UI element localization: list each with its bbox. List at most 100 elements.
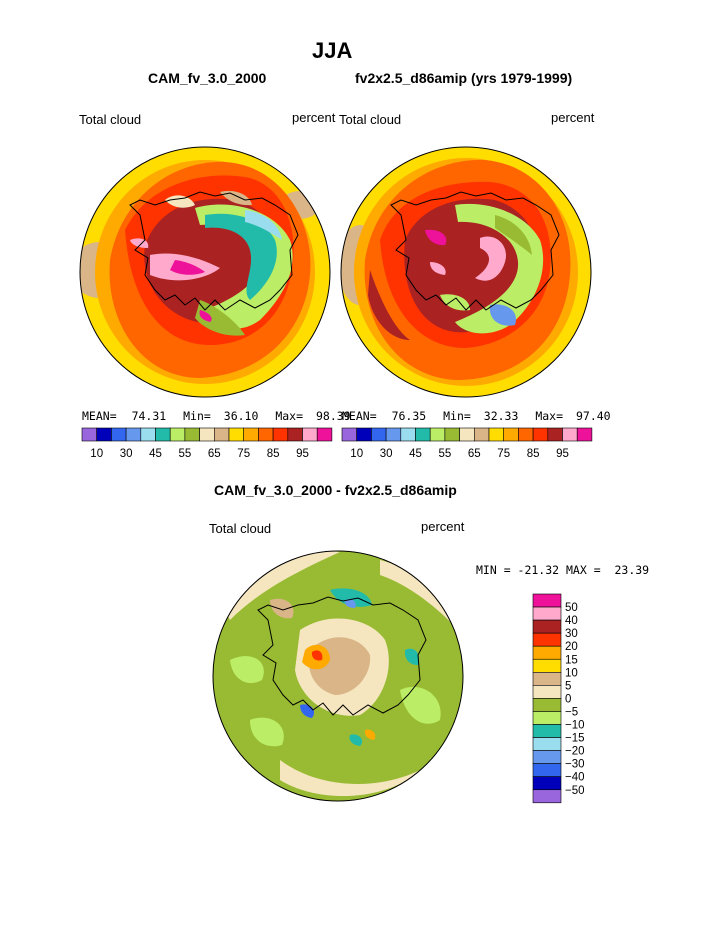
diff-colorbar-swatch [532, 711, 562, 725]
diff-colorbar-swatch [532, 789, 562, 804]
left-colorbar-swatch [155, 427, 171, 442]
left-colorbar-swatch [316, 427, 333, 442]
diff-map-border [212, 550, 464, 802]
diff-colorbar-swatch [532, 776, 562, 791]
right-colorbar-swatch [444, 427, 460, 442]
left-map-border [79, 146, 331, 398]
diff-colorbar-swatch [532, 606, 562, 621]
diff-field-label: Total cloud [209, 521, 272, 536]
diff-colorbar-swatch [532, 685, 562, 699]
right-colorbar-swatch [385, 427, 402, 442]
diff-colorbar-tick-label: 15 [565, 654, 578, 666]
right-colorbar-swatch [547, 427, 563, 442]
diff-colorbar-swatch [532, 737, 562, 751]
diff-colorbar-tick-label: 20 [565, 641, 578, 653]
right-colorbar: 10 30 45 55 65 75 85 95 [341, 427, 593, 460]
diff-colorbar-swatch [532, 671, 562, 686]
right-colorbar-tick-label: 10 [350, 448, 363, 460]
right-colorbar-swatch [488, 427, 504, 442]
right-units-label: percent [551, 110, 595, 125]
right-map-border [340, 146, 592, 398]
left-min-label: Min= [183, 409, 211, 423]
left-coastline [129, 191, 299, 311]
left-colorbar-tick-label: 55 [179, 448, 192, 460]
left-colorbar-tick-label: 85 [267, 448, 280, 460]
left-max-label: Max= [275, 409, 304, 423]
left-field-label: Total cloud [79, 112, 142, 127]
diff-colorbar-swatch [532, 632, 562, 647]
right-coastline [390, 191, 560, 311]
diff-colorbar-tick-label: −10 [565, 720, 585, 732]
page-title: JJA [312, 38, 353, 63]
left-mean-value: 74.31 [131, 409, 167, 423]
right-colorbar-swatch [356, 427, 372, 442]
diff-colorbar-tick-label: 0 [565, 693, 571, 705]
left-colorbar-swatch [140, 427, 156, 442]
right-colorbar-swatch [532, 427, 549, 442]
diff-colorbar-swatch [532, 750, 562, 764]
diff-colorbar-tick-label: 50 [565, 602, 578, 614]
left-colorbar-swatch [184, 427, 200, 442]
diff-colorbar-tick-label: −20 [565, 746, 585, 758]
left-colorbar-swatch [258, 427, 274, 442]
diff-units-label: percent [421, 519, 465, 534]
diff-colorbar-tick-label: 40 [565, 615, 578, 627]
left-colorbar-tick-label: 65 [208, 448, 221, 460]
diff-colorbar-tick-label: 5 [565, 680, 571, 692]
left-colorbar-swatch [287, 427, 303, 442]
right-map [341, 147, 591, 397]
right-colorbar-swatch [400, 427, 416, 442]
diff-plot-heading: CAM_fv_3.0_2000 - fv2x2.5_d86amip [214, 482, 457, 498]
diff-colorbar-tick-label: 10 [565, 667, 578, 679]
right-mean-label: MEAN= [342, 409, 377, 423]
left-colorbar-swatch [214, 427, 230, 442]
left-colorbar-tick-label: 10 [90, 448, 103, 460]
right-colorbar-swatch [576, 427, 593, 442]
diff-colorbar-tick-label: −50 [565, 785, 585, 797]
right-colorbar-swatch [341, 427, 357, 442]
left-colorbar-swatch [169, 427, 186, 442]
left-stats: MEAN= 74.31 Min= 36.10 Max= 98.39 [82, 409, 351, 423]
right-colorbar-swatch [429, 427, 446, 442]
right-colorbar-swatch [459, 427, 475, 442]
left-colorbar-tick-label: 30 [120, 448, 133, 460]
left-units-label: percent [292, 110, 336, 125]
right-colorbar-swatch [473, 427, 490, 442]
left-colorbar-tick-label: 75 [237, 448, 250, 460]
left-colorbar-swatch [96, 427, 112, 442]
right-colorbar-swatch [415, 427, 431, 442]
left-max-value: 98.39 [315, 409, 351, 423]
right-colorbar-swatch [371, 427, 387, 442]
diff-coastline [257, 596, 427, 716]
diff-minmax: MIN = -21.32 MAX = 23.39 [476, 563, 650, 577]
diff-colorbar-swatch [532, 724, 562, 738]
left-colorbar: 10 30 45 55 65 75 85 95 [81, 427, 333, 460]
right-stats: MEAN= 76.35 Min= 32.33 Max= 97.40 [342, 409, 611, 423]
right-colorbar-tick-label: 75 [497, 448, 510, 460]
right-colorbar-tick-label: 65 [468, 448, 481, 460]
diff-colorbar-swatch [532, 645, 562, 660]
left-colorbar-swatch [302, 427, 318, 442]
right-min-value: 32.33 [483, 409, 519, 423]
right-mean-value: 76.35 [391, 409, 427, 423]
right-colorbar-tick-label: 95 [556, 448, 569, 460]
left-colorbar-swatch [111, 427, 127, 442]
left-colorbar-swatch [243, 427, 259, 442]
diff-colorbar-tick-label: −15 [565, 733, 585, 745]
left-min-value: 36.10 [223, 409, 259, 423]
diff-colorbar-tick-label: −5 [565, 706, 578, 718]
left-mean-label: MEAN= [82, 409, 117, 423]
right-colorbar-tick-label: 45 [409, 448, 422, 460]
left-colorbar-tick-label: 95 [296, 448, 309, 460]
right-colorbar-tick-label: 85 [527, 448, 540, 460]
left-colorbar-swatch [228, 427, 244, 442]
right-max-label: Max= [535, 409, 564, 423]
right-colorbar-swatch [503, 427, 519, 442]
diff-colorbar-tick-label: −40 [565, 772, 585, 784]
left-colorbar-tick-label: 45 [149, 448, 162, 460]
right-colorbar-swatch [518, 427, 534, 442]
diff-colorbar-swatch [532, 619, 562, 634]
right-min-label: Min= [443, 409, 471, 423]
